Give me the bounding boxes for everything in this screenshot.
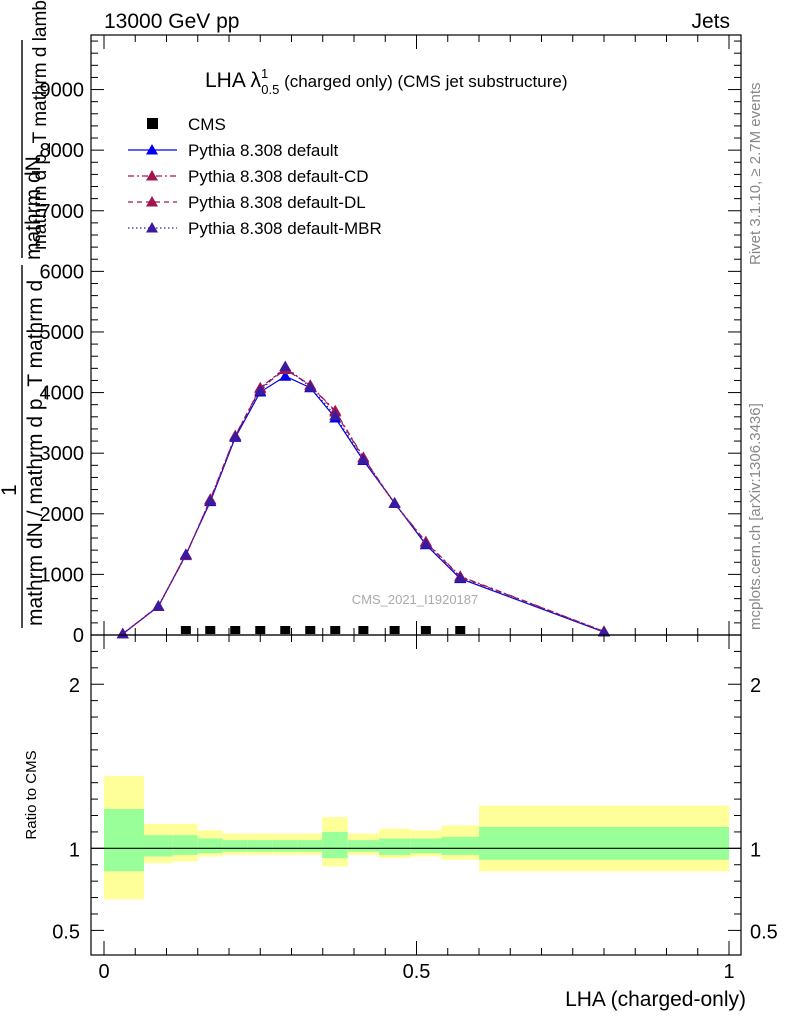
legend-entry: Pythia 8.308 default (128, 141, 339, 160)
ratio-tick-label: 1 (69, 839, 80, 861)
series-marker-4 (329, 409, 342, 421)
y-tick-label: 1000 (40, 564, 85, 586)
legend-entry: Pythia 8.308 default-DL (128, 193, 366, 212)
plot-title: LHA λ1 0.5 (charged only) (CMS jet substr… (205, 66, 568, 97)
ratio-tick-label-right: 1 (750, 839, 761, 861)
ratio-band-inner (297, 840, 323, 852)
legend-label: Pythia 8.308 default (188, 141, 339, 160)
cms-data-point (455, 626, 466, 634)
legend-entry: Pythia 8.308 default-CD (128, 167, 369, 186)
y-label-line-3: 1 (0, 484, 21, 496)
ratio-y-label: Ratio to CMS (23, 750, 40, 839)
y-label-line-4: mathrm dN / mathrm d p_T mathrm d (24, 280, 47, 626)
legend-label: CMS (188, 115, 226, 134)
legend-label: Pythia 8.308 default-CD (188, 167, 369, 186)
series-marker-4 (388, 497, 401, 508)
y-tick-label: 5000 (40, 322, 85, 344)
ratio-band-inner (222, 840, 248, 852)
y-label-line-1: mathrm dN (22, 156, 45, 260)
series-marker-4 (152, 600, 165, 611)
legend-label: Pythia 8.308 default-MBR (188, 219, 382, 238)
series-line-3 (122, 368, 605, 635)
ratio-band-inner (272, 840, 298, 852)
legend-entry: Pythia 8.308 default-MBR (128, 219, 382, 238)
ratio-axis-ticks: 0.5 0.5 1 1 2 2 0 0.5 1 (52, 635, 778, 983)
series-line-4 (122, 365, 605, 635)
ratio-bands (104, 776, 729, 900)
cms-data-point (255, 626, 266, 634)
ratio-band-inner (197, 838, 223, 854)
y-tick-label: 2000 (40, 504, 85, 526)
ratio-band-inner (347, 840, 379, 852)
series-marker-1 (279, 370, 292, 381)
upper-axis-ticks: 0 1000 2000 3000 4000 5000 6000 7000 8000 9000 (40, 35, 741, 647)
y-tick-label: 0 (73, 625, 84, 647)
series-marker-4 (229, 430, 242, 442)
series-marker-4 (279, 360, 292, 372)
legend-marker (146, 144, 158, 155)
cms-data-point (420, 626, 431, 634)
series-marker-4 (179, 548, 192, 560)
ratio-band-inner (410, 838, 442, 854)
cms-data-point (280, 626, 291, 634)
y-tick-label: 7000 (40, 201, 85, 223)
y-tick-label: 3000 (40, 443, 85, 465)
cms-data-point (180, 626, 191, 634)
series-marker-4 (116, 627, 129, 639)
x-axis-label: LHA (charged-only) (565, 988, 746, 1011)
legend-label: Pythia 8.308 default-DL (188, 193, 366, 212)
process-label: Jets (691, 10, 730, 33)
ratio-band-inner (441, 836, 479, 855)
legend-marker (146, 170, 158, 181)
ratio-tick-label-right: 2 (750, 675, 761, 697)
ratio-band-inner (247, 840, 273, 852)
ratio-band-inner (322, 831, 348, 859)
ratio-tick-label: 2 (69, 675, 80, 697)
ratio-band-inner (379, 838, 411, 855)
x-tick-label: 1 (723, 961, 734, 983)
y-axis-label: mathrm dN mathrm d p_T mathrm d lambda 1… (0, 0, 51, 628)
series-marker-4 (419, 538, 432, 549)
cms-data-point (205, 626, 216, 634)
ratio-plot-frame (90, 634, 742, 956)
ratio-tick-label-right: 0.5 (750, 921, 778, 943)
y-tick-label: 4000 (40, 383, 85, 405)
cms-data-point (330, 626, 341, 634)
legend-marker (146, 222, 158, 233)
y-tick-label: 8000 (40, 140, 85, 162)
ratio-tick-label: 0.5 (52, 921, 80, 943)
x-tick-label: 0.5 (403, 961, 431, 983)
legend-marker (147, 118, 158, 129)
mcplots-label: mcplots.cern.ch [arXiv:1306.3436] (747, 403, 764, 630)
rivet-label: Rivet 3.1.10, ≥ 2.7M events (747, 83, 764, 266)
energy-label: 13000 GeV pp (104, 10, 239, 33)
y-tick-label: 6000 (40, 261, 85, 283)
analysis-watermark: CMS_2021_I1920187 (352, 592, 479, 607)
ratio-band-inner (104, 808, 144, 872)
ratio-band-inner (479, 827, 729, 860)
legend-marker (146, 196, 158, 207)
series-marker-4 (598, 625, 610, 637)
series-marker-4 (204, 495, 217, 506)
ratio-band-inner (144, 835, 173, 857)
y-label-line-2: mathrm d p_T mathrm d lambda (30, 0, 51, 250)
cms-data-point (305, 626, 316, 634)
cms-data-point (358, 626, 369, 634)
cms-data-point (230, 626, 241, 634)
series-marker-4 (304, 381, 317, 392)
legend-entry: CMS (147, 115, 226, 134)
series-marker-4 (454, 572, 467, 583)
series-marker-4 (254, 384, 267, 396)
x-tick-label: 0 (98, 961, 109, 983)
ratio-band-inner (172, 835, 198, 855)
cms-data-point (389, 626, 400, 634)
series-marker-4 (357, 453, 370, 465)
upper-series (116, 360, 610, 639)
y-tick-label: 9000 (40, 80, 85, 102)
legend: CMS Pythia 8.308 default Pythia 8.308 defa… (128, 115, 382, 238)
